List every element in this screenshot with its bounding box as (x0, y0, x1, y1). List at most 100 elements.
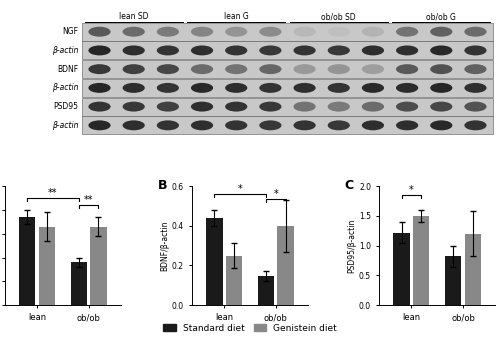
Legend: Standard diet, Genistein diet: Standard diet, Genistein diet (161, 322, 339, 335)
Ellipse shape (225, 102, 248, 112)
Bar (226, 256, 242, 305)
Bar (38, 227, 55, 305)
Ellipse shape (191, 83, 213, 93)
Bar (82, 79, 492, 97)
Ellipse shape (362, 64, 384, 74)
Ellipse shape (88, 120, 110, 130)
Ellipse shape (88, 64, 110, 74)
Ellipse shape (225, 27, 248, 37)
Ellipse shape (191, 120, 213, 130)
Ellipse shape (328, 64, 350, 74)
Text: β-actin: β-actin (52, 83, 78, 93)
Bar (258, 276, 274, 305)
Ellipse shape (430, 27, 452, 37)
Text: *: * (238, 184, 242, 194)
Ellipse shape (88, 83, 110, 93)
Ellipse shape (88, 45, 110, 55)
Ellipse shape (430, 120, 452, 130)
Ellipse shape (260, 27, 281, 37)
Text: *: * (409, 185, 414, 195)
Ellipse shape (260, 83, 281, 93)
Ellipse shape (122, 27, 145, 37)
Ellipse shape (225, 45, 248, 55)
Ellipse shape (362, 102, 384, 112)
Bar (82, 60, 492, 78)
Ellipse shape (362, 83, 384, 93)
Ellipse shape (328, 120, 350, 130)
Ellipse shape (88, 102, 110, 112)
Bar (464, 234, 481, 305)
Bar (278, 226, 294, 305)
Bar (82, 41, 492, 59)
Ellipse shape (88, 27, 110, 37)
Ellipse shape (157, 102, 179, 112)
Bar (413, 216, 430, 305)
Text: PSD95: PSD95 (54, 102, 78, 111)
Ellipse shape (362, 45, 384, 55)
Ellipse shape (157, 83, 179, 93)
Text: **: ** (84, 195, 94, 205)
Text: lean G: lean G (224, 12, 248, 21)
Ellipse shape (396, 64, 418, 74)
Bar (19, 217, 36, 305)
Ellipse shape (191, 45, 213, 55)
Ellipse shape (362, 27, 384, 37)
Text: ob/ob SD: ob/ob SD (322, 12, 356, 21)
Ellipse shape (328, 45, 350, 55)
Bar (70, 262, 87, 305)
Ellipse shape (260, 45, 281, 55)
Ellipse shape (362, 120, 384, 130)
Text: **: ** (48, 187, 58, 198)
Ellipse shape (157, 45, 179, 55)
Ellipse shape (328, 27, 350, 37)
Text: lean SD: lean SD (119, 12, 148, 21)
Bar (82, 23, 492, 41)
Y-axis label: BDNF/β-actin: BDNF/β-actin (160, 220, 169, 271)
Ellipse shape (396, 45, 418, 55)
Ellipse shape (294, 45, 316, 55)
Ellipse shape (260, 64, 281, 74)
Ellipse shape (430, 83, 452, 93)
Ellipse shape (430, 64, 452, 74)
Ellipse shape (122, 45, 145, 55)
Ellipse shape (122, 102, 145, 112)
Ellipse shape (294, 27, 316, 37)
Bar (90, 227, 106, 305)
Ellipse shape (464, 64, 486, 74)
Ellipse shape (396, 120, 418, 130)
Text: *: * (274, 188, 278, 199)
Ellipse shape (396, 83, 418, 93)
Ellipse shape (464, 102, 486, 112)
Bar (206, 218, 222, 305)
Text: B: B (158, 179, 167, 192)
Text: ob/ob G: ob/ob G (426, 12, 456, 21)
Ellipse shape (396, 102, 418, 112)
Ellipse shape (157, 27, 179, 37)
Text: β-actin: β-actin (52, 121, 78, 130)
Bar (394, 233, 410, 305)
Text: BDNF: BDNF (58, 65, 78, 74)
Ellipse shape (122, 64, 145, 74)
Ellipse shape (157, 120, 179, 130)
Ellipse shape (191, 102, 213, 112)
Ellipse shape (464, 45, 486, 55)
Text: NGF: NGF (62, 27, 78, 36)
Ellipse shape (294, 83, 316, 93)
Y-axis label: PSD95/β-actin: PSD95/β-actin (347, 218, 356, 273)
Bar (445, 256, 462, 305)
Ellipse shape (464, 27, 486, 37)
Ellipse shape (191, 27, 213, 37)
Ellipse shape (294, 64, 316, 74)
Ellipse shape (430, 102, 452, 112)
Ellipse shape (225, 64, 248, 74)
Ellipse shape (430, 45, 452, 55)
Ellipse shape (464, 120, 486, 130)
Ellipse shape (225, 120, 248, 130)
Ellipse shape (122, 83, 145, 93)
Ellipse shape (260, 102, 281, 112)
Bar (82, 98, 492, 116)
Ellipse shape (191, 64, 213, 74)
Ellipse shape (294, 102, 316, 112)
Ellipse shape (260, 120, 281, 130)
Text: C: C (345, 179, 354, 192)
